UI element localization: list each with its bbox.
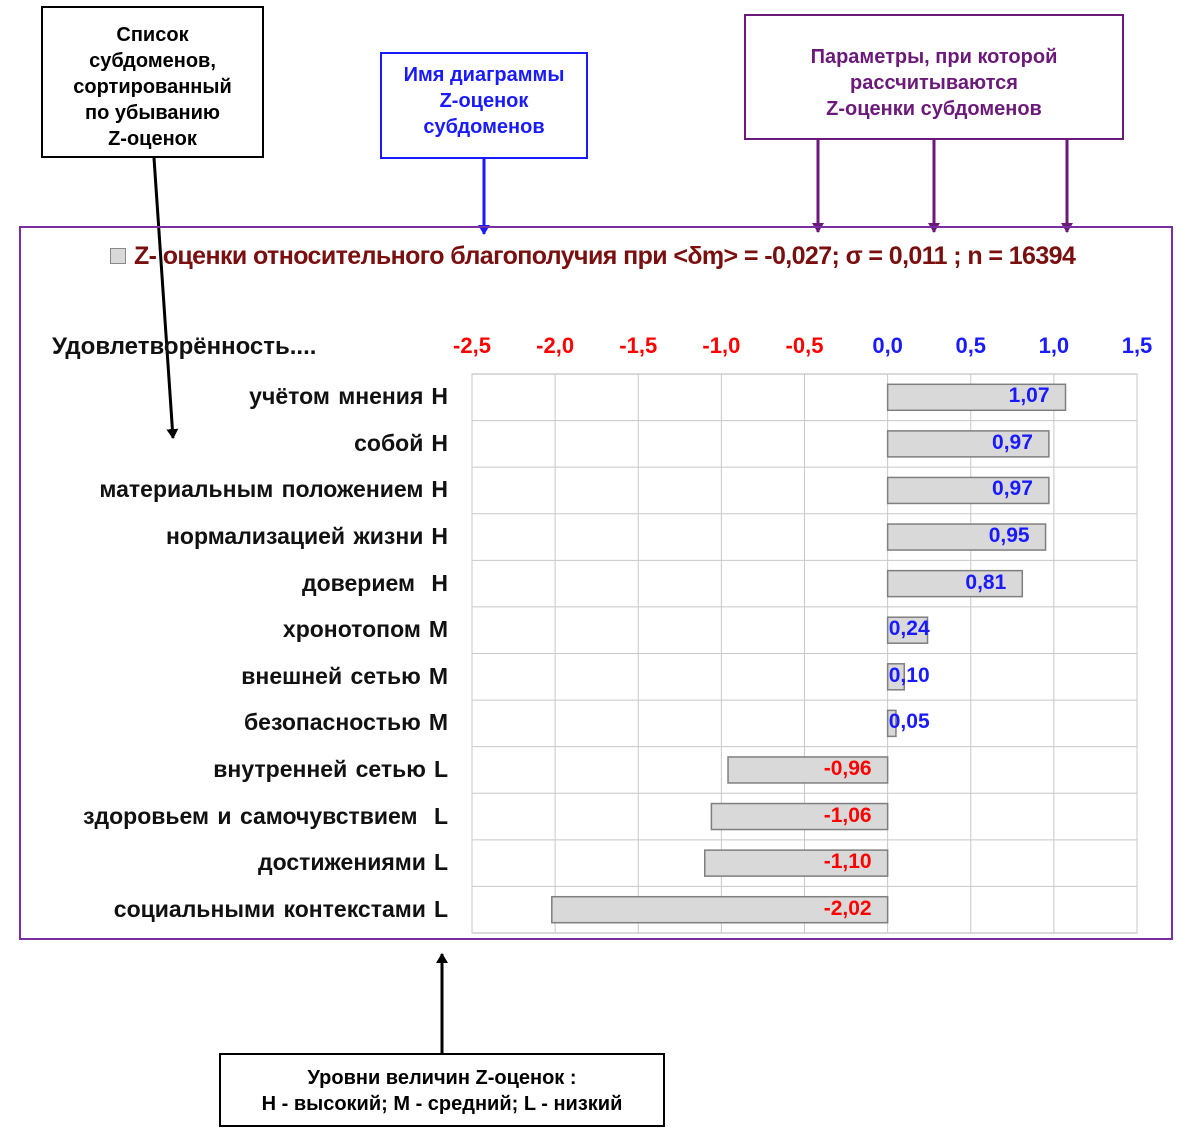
callout-line: H - высокий; M - средний; L - низкий (261, 1093, 623, 1115)
callout-line: Z-оценок (439, 90, 529, 112)
level-code: L (433, 802, 448, 829)
callout-line: Список (116, 24, 189, 46)
data-label: 0,81 (965, 570, 1007, 594)
category-axis-label: Удовлетворённость.... (52, 333, 317, 360)
callout-line: субдоменов (423, 116, 545, 138)
data-label: -2,02 (823, 896, 872, 920)
data-label: 0,97 (992, 477, 1033, 501)
data-label: 0,05 (888, 710, 930, 734)
category-label: учётом мнения H (249, 383, 448, 410)
parameters-callout: Параметры, при которой рассчитываются Z-… (744, 14, 1124, 140)
x-tick-label: -1,0 (702, 333, 741, 358)
data-label: -1,10 (823, 850, 872, 874)
callout-line: рассчитываются (850, 72, 1018, 94)
data-label: 0,97 (992, 430, 1033, 454)
callout-line: Имя диаграммы (403, 64, 565, 86)
data-label: 0,24 (888, 617, 930, 641)
data-label: 0,10 (888, 663, 930, 687)
category-label: материальным положением H (99, 476, 448, 503)
category-name: материальным положением (99, 476, 424, 503)
chart-title: Z- оценки относительного благополучия пр… (134, 241, 1076, 270)
category-name: хронотопом (282, 616, 421, 643)
category-name: доверием (302, 569, 424, 596)
category-label: здоровьем и самочувствием L (83, 803, 448, 830)
data-label: 1,07 (1008, 384, 1050, 408)
data-label: -0,96 (823, 756, 872, 780)
list-arrow (152, 157, 179, 439)
data-label: -1,06 (823, 803, 872, 827)
level-code: H (431, 569, 448, 596)
callout-line: Уровни величин Z-оценок : (307, 1067, 577, 1089)
bar (886, 569, 1024, 598)
category-label: доверием H (302, 570, 448, 597)
category-label: собой H (354, 430, 448, 457)
x-tick-label: -2,0 (536, 333, 575, 358)
level-code: L (433, 755, 448, 782)
bar (886, 616, 929, 644)
category-name: нормализацией жизни (166, 523, 424, 550)
bar (886, 383, 1067, 412)
callout-line: Z-оценки субдоменов (826, 98, 1042, 120)
data-label: 0,95 (988, 524, 1030, 548)
x-tick-label: 1,5 (1121, 333, 1153, 358)
callout-line: Параметры, при которой (810, 46, 1058, 68)
x-tick-label: 0,5 (955, 333, 987, 358)
category-name: безопасностью (243, 709, 421, 736)
legend-swatch (110, 248, 126, 264)
bar (886, 523, 1047, 551)
category-label: внешней сетью M (241, 663, 448, 690)
category-label: достижениями L (258, 849, 448, 876)
level-code: M (428, 709, 448, 736)
category-label: нормализацией жизни H (166, 523, 448, 550)
category-label: социальными контекстами L (114, 896, 448, 923)
bar (886, 430, 1050, 458)
level-code: H (431, 429, 448, 456)
level-code: M (428, 662, 448, 689)
x-tick-label: -1,5 (619, 333, 658, 358)
level-code: H (431, 476, 448, 503)
bar (704, 849, 889, 877)
chart-name-callout: Имя диаграммы Z-оценок субдоменов (380, 52, 588, 159)
bar (727, 756, 889, 784)
level-code: H (431, 383, 448, 410)
category-name: учётом мнения (249, 383, 424, 410)
level-code: H (431, 523, 448, 550)
category-name: внутренней сетью (213, 755, 426, 782)
category-name: достижениями (257, 849, 426, 876)
category-name: внешней сетью (241, 662, 421, 689)
bar (886, 663, 905, 691)
bar (886, 709, 897, 738)
x-tick-label: 1,0 (1038, 333, 1070, 358)
chart-frame (19, 226, 1173, 940)
callout-line: субдоменов, (89, 50, 216, 72)
subdomain-list-callout: Список субдоменов, сортированный по убыв… (41, 6, 264, 158)
category-label: хронотопом M (283, 616, 448, 643)
x-tick-label: -2,5 (453, 333, 491, 358)
category-label: внутренней сетью L (213, 756, 448, 783)
chart-title-row: Z- оценки относительного благополучия пр… (110, 239, 1076, 273)
x-tick-label: -0,5 (785, 333, 824, 358)
bar (710, 802, 889, 831)
category-name: здоровьем и самочувствием (83, 802, 426, 829)
bar (551, 895, 889, 924)
level-code: M (428, 616, 448, 643)
callout-line: сортированный (73, 76, 232, 98)
levels-callout: Уровни величин Z-оценок : H - высокий; M… (219, 1053, 665, 1127)
x-tick-label: 0,0 (872, 333, 903, 358)
level-code: L (433, 895, 448, 922)
category-label: безопасностью M (244, 709, 448, 736)
callout-line: Z-оценок (108, 128, 197, 150)
level-code: L (433, 849, 448, 876)
category-name: собой (354, 429, 424, 456)
callout-line: по убыванию (84, 102, 221, 124)
category-name: социальными контекстами (113, 895, 426, 922)
bar (886, 476, 1050, 505)
